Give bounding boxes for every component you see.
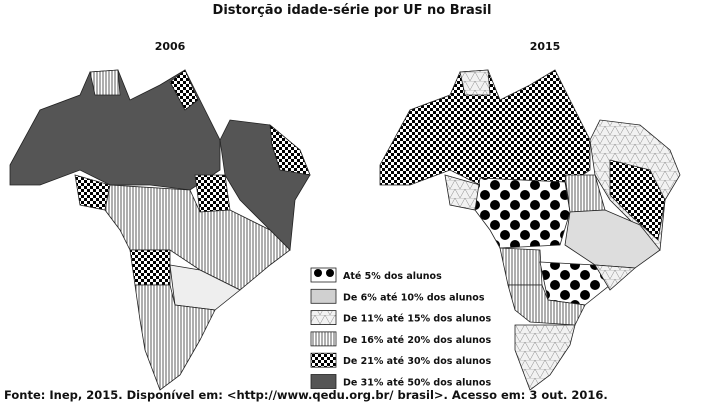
region	[594, 264, 636, 291]
region	[129, 249, 171, 286]
region	[499, 247, 543, 286]
legend-swatch	[310, 374, 337, 389]
legend-swatch	[310, 310, 337, 326]
region	[514, 324, 576, 391]
legend-swatch	[310, 331, 337, 347]
map-label: 2006	[155, 40, 186, 53]
region	[89, 69, 121, 96]
legend-swatch	[310, 267, 337, 283]
legend-label: De 21% até 30% dos alunos	[343, 356, 491, 367]
legend-label: De 11% até 15% dos alunos	[343, 314, 491, 325]
region	[564, 209, 661, 269]
region	[134, 284, 216, 391]
region	[169, 69, 199, 111]
region	[379, 69, 591, 191]
region	[609, 159, 666, 241]
region	[507, 284, 586, 326]
region	[539, 261, 611, 306]
region	[104, 184, 291, 291]
region	[194, 174, 231, 213]
legend-swatch	[310, 352, 337, 368]
map-label: 2015	[530, 40, 561, 53]
title: Distorção idade-série por UF no Brasil	[213, 3, 492, 18]
region	[9, 69, 221, 191]
legend-label: De 6% até 10% dos alunos	[343, 292, 485, 303]
region	[474, 177, 571, 249]
source: Fonte: Inep, 2015. Disponível em: <http:…	[4, 388, 608, 402]
region	[169, 264, 241, 311]
region	[459, 69, 491, 96]
region	[269, 124, 311, 176]
legend: Até 5% dos alunos De 6% até 10% dos aluno…	[310, 267, 491, 389]
map-2006	[9, 69, 311, 391]
legend-label: De 16% até 20% dos alunos	[343, 335, 491, 346]
legend-label: De 31% até 50% dos alunos	[343, 378, 491, 389]
legend-label: Até 5% dos alunos	[343, 271, 442, 282]
map-2015	[379, 69, 681, 391]
legend-swatch	[310, 288, 337, 304]
